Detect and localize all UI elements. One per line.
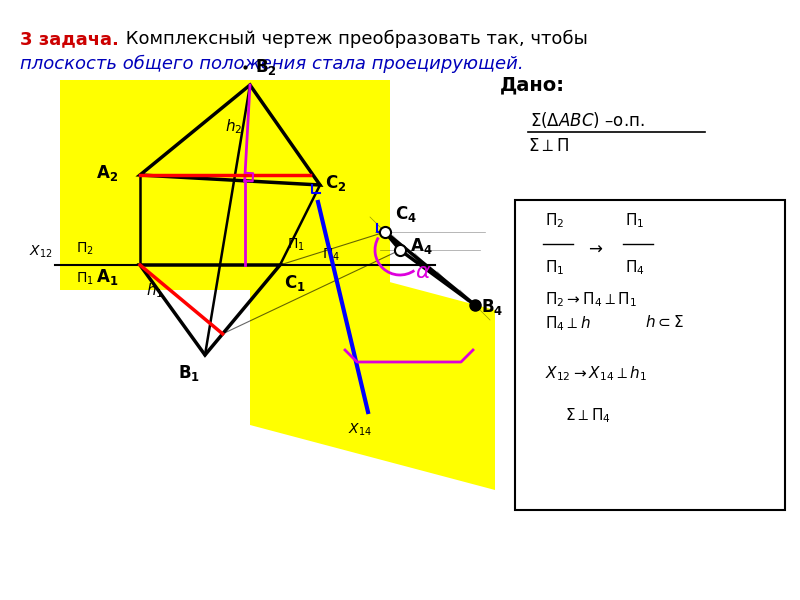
- Text: $\Pi_2$: $\Pi_2$: [76, 241, 94, 257]
- Text: Дано:: Дано:: [500, 75, 565, 94]
- Text: $\mathbf{C_4}$: $\mathbf{C_4}$: [395, 204, 417, 224]
- Text: $\Pi_1$: $\Pi_1$: [545, 258, 564, 277]
- Text: $\Pi_4$: $\Pi_4$: [322, 247, 340, 263]
- Text: $h\subset\Sigma$: $h\subset\Sigma$: [645, 314, 684, 330]
- Text: плоскость общего положения стала проецирующей.: плоскость общего положения стала проецир…: [20, 55, 524, 73]
- Text: $X_{14}$: $X_{14}$: [348, 422, 372, 439]
- Text: $\mathbf{B_1}$: $\mathbf{B_1}$: [178, 363, 200, 383]
- Text: $\Pi_1$: $\Pi_1$: [76, 271, 94, 287]
- Text: $\mathbf{A_4}$: $\mathbf{A_4}$: [410, 236, 433, 256]
- Text: $\Pi_4$: $\Pi_4$: [625, 258, 645, 277]
- Text: $\mathbf{A_1}$: $\mathbf{A_1}$: [96, 267, 118, 287]
- Text: Комплексный чертеж преобразовать так, чтобы: Комплексный чертеж преобразовать так, чт…: [120, 30, 588, 48]
- Text: $\mathbf{B_4}$: $\mathbf{B_4}$: [481, 297, 503, 317]
- Text: $h_1$: $h_1$: [146, 281, 164, 300]
- Text: $\mathbf{B_2}$: $\mathbf{B_2}$: [255, 57, 277, 77]
- Text: $\Sigma \perp \Pi$: $\Sigma \perp \Pi$: [528, 137, 570, 155]
- Text: $\Pi_4\perp h$: $\Pi_4\perp h$: [545, 314, 591, 332]
- Text: $\Pi_2 \rightarrow\Pi_4\perp\Pi_1$: $\Pi_2 \rightarrow\Pi_4\perp\Pi_1$: [545, 290, 638, 308]
- Text: $\rightarrow$: $\rightarrow$: [585, 239, 603, 257]
- Text: $\Sigma(\Delta ABC)$ –о.п.: $\Sigma(\Delta ABC)$ –о.п.: [530, 110, 645, 130]
- Text: $\mathbf{C_2}$: $\mathbf{C_2}$: [325, 173, 346, 193]
- Text: $\Sigma\perp\Pi_4$: $\Sigma\perp\Pi_4$: [565, 406, 611, 425]
- Text: $X_{12}$: $X_{12}$: [29, 244, 52, 260]
- Text: $\Pi_1$: $\Pi_1$: [625, 211, 644, 230]
- Text: 3 задача.: 3 задача.: [20, 30, 119, 48]
- Bar: [60, 80, 390, 290]
- Bar: [515, 200, 785, 510]
- Polygon shape: [250, 245, 495, 490]
- Text: $\mathbf{C_1}$: $\mathbf{C_1}$: [284, 273, 306, 293]
- Text: $\mathbf{A_2}$: $\mathbf{A_2}$: [96, 163, 118, 183]
- Text: $\alpha$: $\alpha$: [415, 262, 431, 282]
- Text: $h_2$: $h_2$: [226, 117, 242, 136]
- Text: $\Pi_2$: $\Pi_2$: [545, 211, 564, 230]
- Text: $X_{12}\rightarrow X_{14}\perp h_1$: $X_{12}\rightarrow X_{14}\perp h_1$: [545, 364, 647, 383]
- Text: $\Pi_1$: $\Pi_1$: [287, 237, 305, 253]
